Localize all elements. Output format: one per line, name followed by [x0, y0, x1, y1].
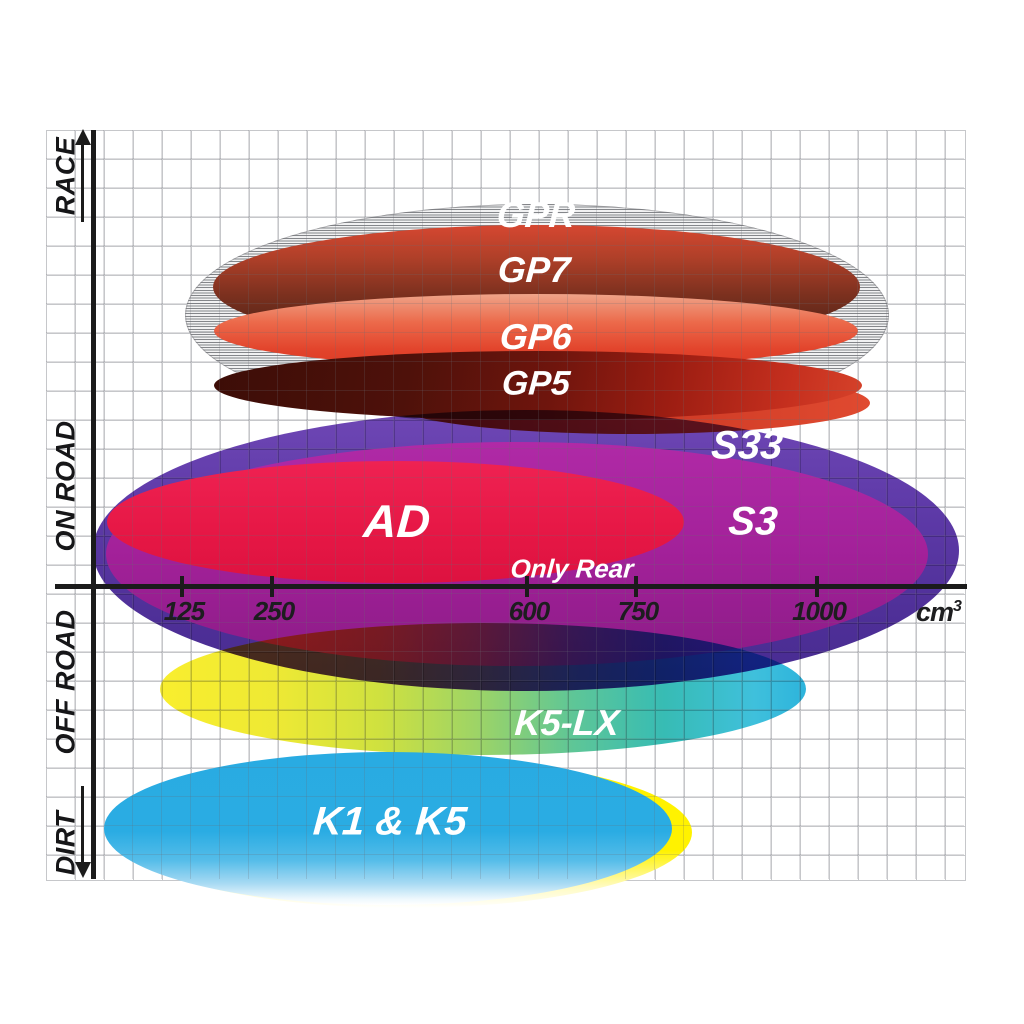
- unit-cm: cm: [916, 597, 954, 627]
- x-axis-unit-label: cm3: [916, 597, 962, 628]
- x-tick-label-125: 125: [163, 596, 205, 626]
- zone-label-race: RACE: [50, 136, 81, 216]
- dirt-arrow-down-icon: [75, 862, 91, 878]
- k5lx-ellipse: [160, 623, 806, 755]
- x-tick-label-250: 250: [253, 596, 295, 626]
- race-arrow-line: [81, 144, 84, 222]
- x-tick-125: [180, 576, 184, 597]
- s33-label: S33: [709, 423, 785, 468]
- gp6-label: GP6: [498, 316, 574, 357]
- k1k5-ellipse: [104, 752, 672, 905]
- race-arrow-up-icon: [75, 129, 91, 145]
- x-tick-1000: [815, 576, 819, 597]
- s3-label: S3: [727, 499, 780, 544]
- zone-label-off-road: OFF ROAD: [50, 609, 81, 755]
- gp7-label: GP7: [496, 249, 572, 290]
- x-tick-label-1000: 1000: [792, 596, 847, 626]
- x-tick-750: [634, 576, 638, 597]
- dirt-arrow-line: [81, 786, 84, 864]
- gp5-label: GP5: [500, 364, 572, 403]
- x-tick-600: [525, 576, 529, 597]
- zone-label-on-road: ON ROAD: [50, 420, 81, 552]
- x-axis: [55, 584, 967, 589]
- x-tick-label-600: 600: [508, 596, 550, 626]
- unit-exponent: 3: [953, 598, 962, 615]
- y-axis: [91, 130, 96, 879]
- gp5-ellipse: [214, 351, 862, 420]
- k5lx-label: K5-LX: [513, 702, 621, 743]
- gpr-label: GPR: [495, 194, 577, 235]
- ad-ellipse: [107, 461, 684, 583]
- x-tick-250: [270, 576, 274, 597]
- x-tick-label-750: 750: [617, 596, 659, 626]
- ad-label: AD: [361, 495, 433, 547]
- k1k5-label: K1 & K5: [311, 799, 469, 844]
